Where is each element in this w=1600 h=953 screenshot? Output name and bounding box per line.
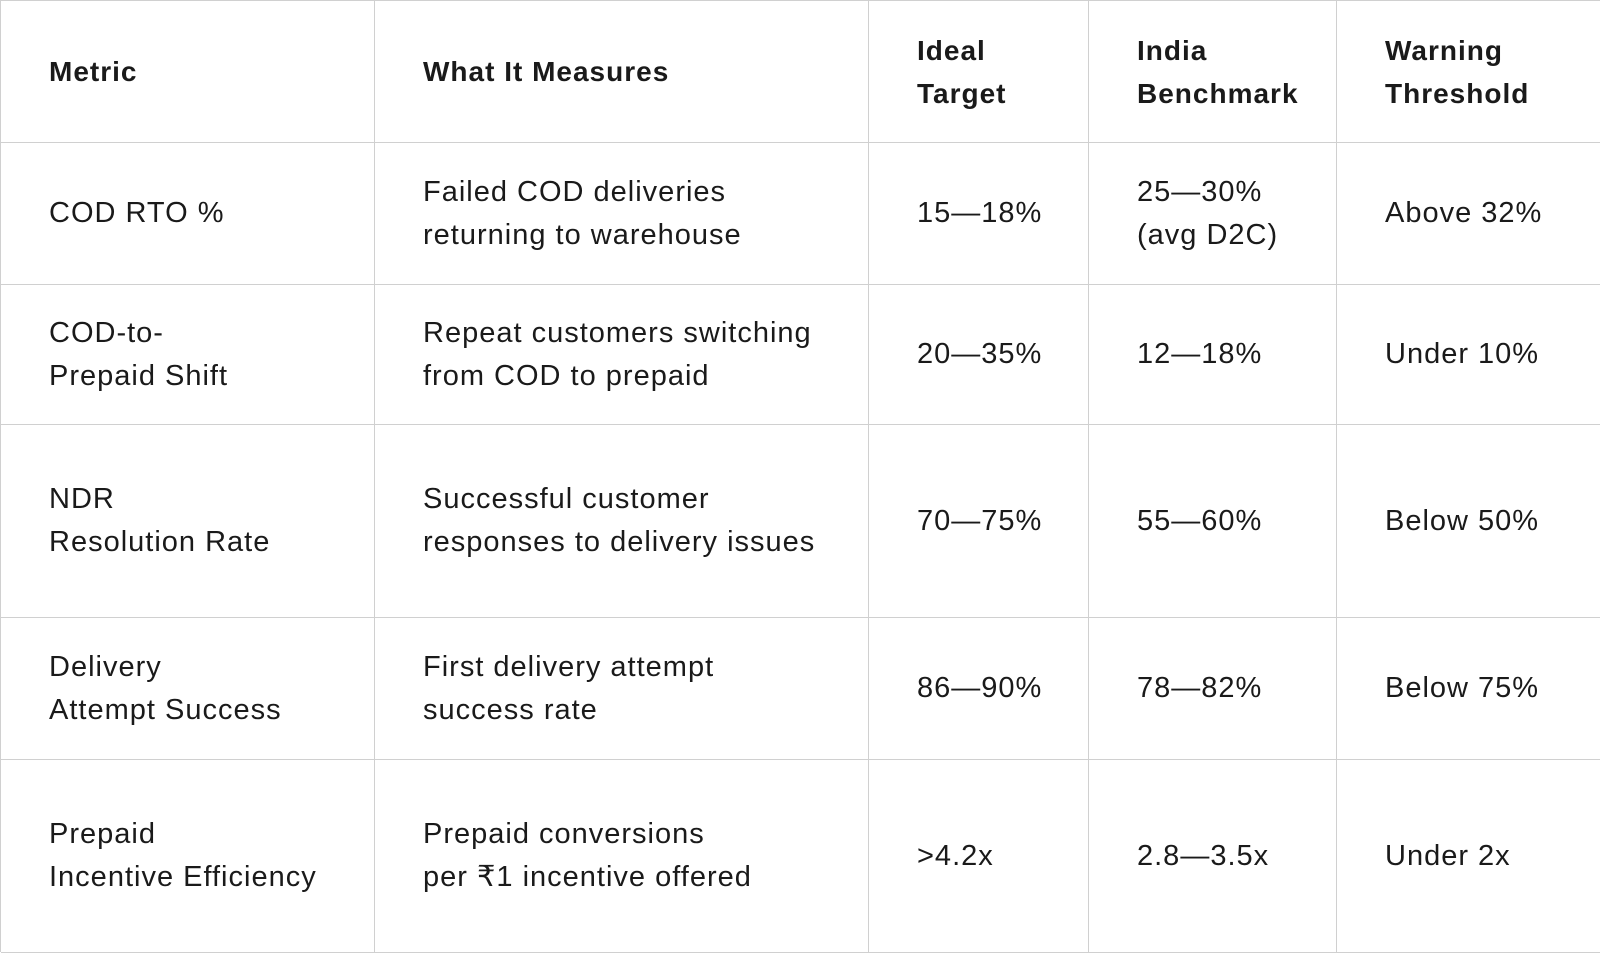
table-cell: 86—90% bbox=[869, 618, 1089, 760]
cell-text: Repeat customers switching bbox=[423, 316, 812, 349]
table-cell: 25—30% (avg D2C) bbox=[1089, 143, 1337, 285]
cell-text: 2.8—3.5x bbox=[1137, 839, 1270, 872]
table-cell: 12—18% bbox=[1089, 285, 1337, 425]
cell-text: Above 32% bbox=[1385, 197, 1543, 229]
cell-text: 20—35% bbox=[917, 338, 1043, 370]
table-cell: Below 50% bbox=[1337, 425, 1600, 618]
table-cell: Under 2x bbox=[1337, 760, 1600, 953]
cell-text: 55—60% bbox=[1137, 504, 1263, 537]
header-cell: Metric bbox=[1, 1, 375, 143]
cell-text: Under 10% bbox=[1385, 338, 1540, 370]
cell-text: from COD to prepaid bbox=[423, 359, 710, 392]
table-cell: COD RTO % bbox=[1, 143, 375, 285]
cell-text: 25—30% bbox=[1137, 175, 1263, 208]
cell-text: First delivery attempt bbox=[423, 650, 715, 683]
cell-text: Incentive Efficiency bbox=[49, 861, 317, 893]
cell-text: Warning bbox=[1385, 34, 1503, 66]
cell-text: NDR bbox=[49, 483, 115, 515]
cell-text: Below 75% bbox=[1385, 672, 1540, 704]
cell-text: per ₹1 incentive offered bbox=[423, 861, 752, 893]
cell-text: Resolution Rate bbox=[49, 526, 271, 558]
table-cell: Failed COD deliveries returning to wareho… bbox=[375, 143, 869, 285]
table-cell: 55—60% bbox=[1089, 425, 1337, 618]
table-cell: 78—82% bbox=[1089, 618, 1337, 760]
header-cell: What It Measures bbox=[375, 1, 869, 143]
cell-text: Prepaid Shift bbox=[49, 359, 229, 392]
table-cell: Under 10% bbox=[1337, 285, 1600, 425]
cell-text: Prepaid bbox=[49, 818, 156, 850]
cell-text: What It Measures bbox=[423, 56, 670, 87]
table-cell: 70—75% bbox=[869, 425, 1089, 618]
table-cell: COD-to- Prepaid Shift bbox=[1, 285, 375, 425]
table-cell: Successful customer responses to delivery… bbox=[375, 425, 869, 618]
cell-text: (avg D2C) bbox=[1137, 218, 1279, 251]
table-cell: 20—35% bbox=[869, 285, 1089, 425]
cell-text: Metric bbox=[49, 56, 138, 87]
cell-text: Successful customer bbox=[423, 483, 710, 515]
table-cell: 2.8—3.5x bbox=[1089, 760, 1337, 953]
table-cell: Repeat customers switching from COD to pr… bbox=[375, 285, 869, 425]
table-cell: First delivery attempt success rate bbox=[375, 618, 869, 760]
table-cell: Prepaid conversions per ₹1 incentive offe… bbox=[375, 760, 869, 953]
cell-text: 78—82% bbox=[1137, 672, 1263, 704]
cell-text: >4.2x bbox=[917, 839, 994, 872]
cell-text: 70—75% bbox=[917, 504, 1043, 537]
cell-text: success rate bbox=[423, 693, 598, 726]
cell-text: COD-to- bbox=[49, 316, 164, 349]
table-cell: >4.2x bbox=[869, 760, 1089, 953]
cell-text: 15—18% bbox=[917, 197, 1043, 229]
cell-text: Ideal bbox=[917, 34, 986, 66]
header-cell: India Benchmark bbox=[1089, 1, 1337, 143]
cell-text: Benchmark bbox=[1137, 77, 1299, 109]
cell-text: Under 2x bbox=[1385, 839, 1511, 872]
cell-text: Failed COD deliveries bbox=[423, 175, 727, 208]
cell-text: returning to warehouse bbox=[423, 218, 742, 251]
cell-text: responses to delivery issues bbox=[423, 526, 816, 558]
table-cell: Above 32% bbox=[1337, 143, 1600, 285]
table-cell: 15—18% bbox=[869, 143, 1089, 285]
table-cell: Prepaid Incentive Efficiency bbox=[1, 760, 375, 953]
header-cell: Warning Threshold bbox=[1337, 1, 1600, 143]
cell-text: Target bbox=[917, 77, 1007, 109]
table-cell: Delivery Attempt Success bbox=[1, 618, 375, 760]
cell-text: Delivery bbox=[49, 650, 162, 683]
cell-text: India bbox=[1137, 34, 1208, 66]
cell-text: 12—18% bbox=[1137, 338, 1263, 370]
cell-text: Prepaid conversions bbox=[423, 818, 705, 850]
cell-text: 86—90% bbox=[917, 672, 1043, 704]
cell-text: Attempt Success bbox=[49, 693, 282, 726]
table-cell: NDR Resolution Rate bbox=[1, 425, 375, 618]
cell-text: Below 50% bbox=[1385, 504, 1540, 537]
cell-text: COD RTO % bbox=[49, 197, 225, 229]
cell-text: Threshold bbox=[1385, 77, 1530, 109]
table-cell: Below 75% bbox=[1337, 618, 1600, 760]
header-cell: Ideal Target bbox=[869, 1, 1089, 143]
